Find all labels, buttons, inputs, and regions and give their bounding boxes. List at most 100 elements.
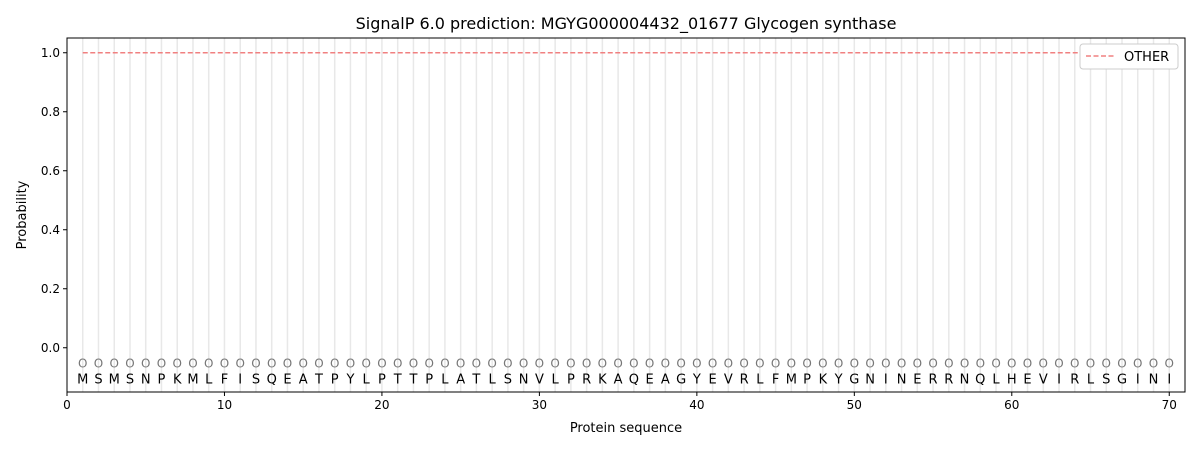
residue-label: G — [676, 372, 686, 387]
x-tick-label: 60 — [1004, 398, 1019, 412]
x-axis-label: Protein sequence — [570, 421, 682, 436]
residue-label: I — [884, 372, 888, 387]
predicted-label: O — [220, 357, 229, 371]
residue-labels: OMOSOMOSONOPOKOMOLOFOIOSOQOEOAOTOPOYOLOP… — [77, 357, 1174, 388]
residue-label: K — [819, 372, 828, 387]
residue-label: P — [331, 372, 339, 387]
residue-label: S — [94, 372, 102, 387]
predicted-label: O — [598, 357, 607, 371]
predicted-label: O — [802, 357, 811, 371]
predicted-label: O — [613, 357, 622, 371]
predicted-label: O — [346, 357, 355, 371]
residue-label: Y — [834, 372, 843, 387]
residue-label: T — [314, 372, 323, 387]
residue-label: L — [756, 372, 764, 387]
residue-label: L — [363, 372, 371, 387]
predicted-label: O — [361, 357, 370, 371]
predicted-label: O — [1149, 357, 1158, 371]
residue-label: S — [1102, 372, 1110, 387]
residue-label: Q — [975, 372, 985, 387]
predicted-label: O — [298, 357, 307, 371]
residue-label: L — [205, 372, 213, 387]
predicted-label: O — [188, 357, 197, 371]
residue-label: Y — [345, 372, 354, 387]
predicted-label: O — [976, 357, 985, 371]
predicted-label: O — [582, 357, 591, 371]
residue-label: S — [126, 372, 134, 387]
predicted-label: O — [424, 357, 433, 371]
predicted-label: O — [818, 357, 827, 371]
residue-label: P — [158, 372, 166, 387]
predicted-label: O — [393, 357, 402, 371]
residue-label: E — [913, 372, 921, 387]
x-tick-label: 10 — [217, 398, 232, 412]
residue-label: V — [535, 372, 544, 387]
predicted-label: O — [440, 357, 449, 371]
predicted-label: O — [78, 357, 87, 371]
chart-title: SignalP 6.0 prediction: MGYG000004432_01… — [356, 14, 897, 34]
residue-label: L — [489, 372, 497, 387]
predicted-label: O — [881, 357, 890, 371]
residue-label: E — [646, 372, 654, 387]
y-tick-label: 1.0 — [41, 46, 60, 60]
predicted-label: O — [676, 357, 685, 371]
predicted-label: O — [991, 357, 1000, 371]
y-tick-label: 0.4 — [41, 223, 60, 237]
residue-label: L — [992, 372, 1000, 387]
residue-label: V — [724, 372, 733, 387]
residue-label: E — [708, 372, 716, 387]
residue-label: R — [582, 372, 591, 387]
predicted-label: O — [1054, 357, 1063, 371]
residue-label: G — [1117, 372, 1127, 387]
predicted-label: O — [771, 357, 780, 371]
residue-label: M — [187, 372, 198, 387]
residue-label: E — [283, 372, 291, 387]
legend: OTHER — [1079, 43, 1179, 70]
y-tick-label: 0.6 — [41, 164, 60, 178]
predicted-label: O — [550, 357, 559, 371]
residue-label: A — [299, 372, 308, 387]
predicted-label: O — [172, 357, 181, 371]
legend-label-other: OTHER — [1124, 50, 1169, 65]
predicted-label: O — [708, 357, 717, 371]
residue-label: I — [1167, 372, 1171, 387]
plot-frame — [66, 37, 1186, 393]
x-tick-label: 70 — [1162, 398, 1177, 412]
predicted-label: O — [1070, 357, 1079, 371]
predicted-label: O — [1165, 357, 1174, 371]
residue-label: N — [519, 372, 529, 387]
predicted-label: O — [1023, 357, 1032, 371]
x-tick-label: 50 — [847, 398, 862, 412]
predicted-label: O — [944, 357, 953, 371]
residue-label: L — [1087, 372, 1095, 387]
predicted-label: O — [755, 357, 764, 371]
predicted-label: O — [487, 357, 496, 371]
predicted-label: O — [330, 357, 339, 371]
predicted-label: O — [1086, 357, 1095, 371]
residue-label: L — [441, 372, 449, 387]
predicted-label: O — [913, 357, 922, 371]
residue-label: S — [252, 372, 260, 387]
predicted-label: O — [377, 357, 386, 371]
predicted-label: O — [739, 357, 748, 371]
residue-label: M — [109, 372, 120, 387]
predicted-label: O — [204, 357, 213, 371]
residue-label: F — [772, 372, 779, 387]
residue-label: A — [456, 372, 465, 387]
residue-label: K — [598, 372, 607, 387]
residue-label: N — [1149, 372, 1159, 387]
predicted-label: O — [960, 357, 969, 371]
y-tick-label: 0.0 — [41, 341, 60, 355]
predicted-label: O — [661, 357, 670, 371]
residue-label: I — [1136, 372, 1140, 387]
residue-label: T — [471, 372, 480, 387]
x-tick-label: 20 — [374, 398, 389, 412]
predicted-label: O — [456, 357, 465, 371]
predicted-label: O — [1117, 357, 1126, 371]
predicted-label: O — [834, 357, 843, 371]
x-axis: 0 10 20 30 40 50 60 70 — [63, 392, 1177, 412]
residue-label: F — [221, 372, 228, 387]
residue-label: A — [661, 372, 670, 387]
residue-label: I — [238, 372, 242, 387]
predicted-label: O — [1133, 357, 1142, 371]
